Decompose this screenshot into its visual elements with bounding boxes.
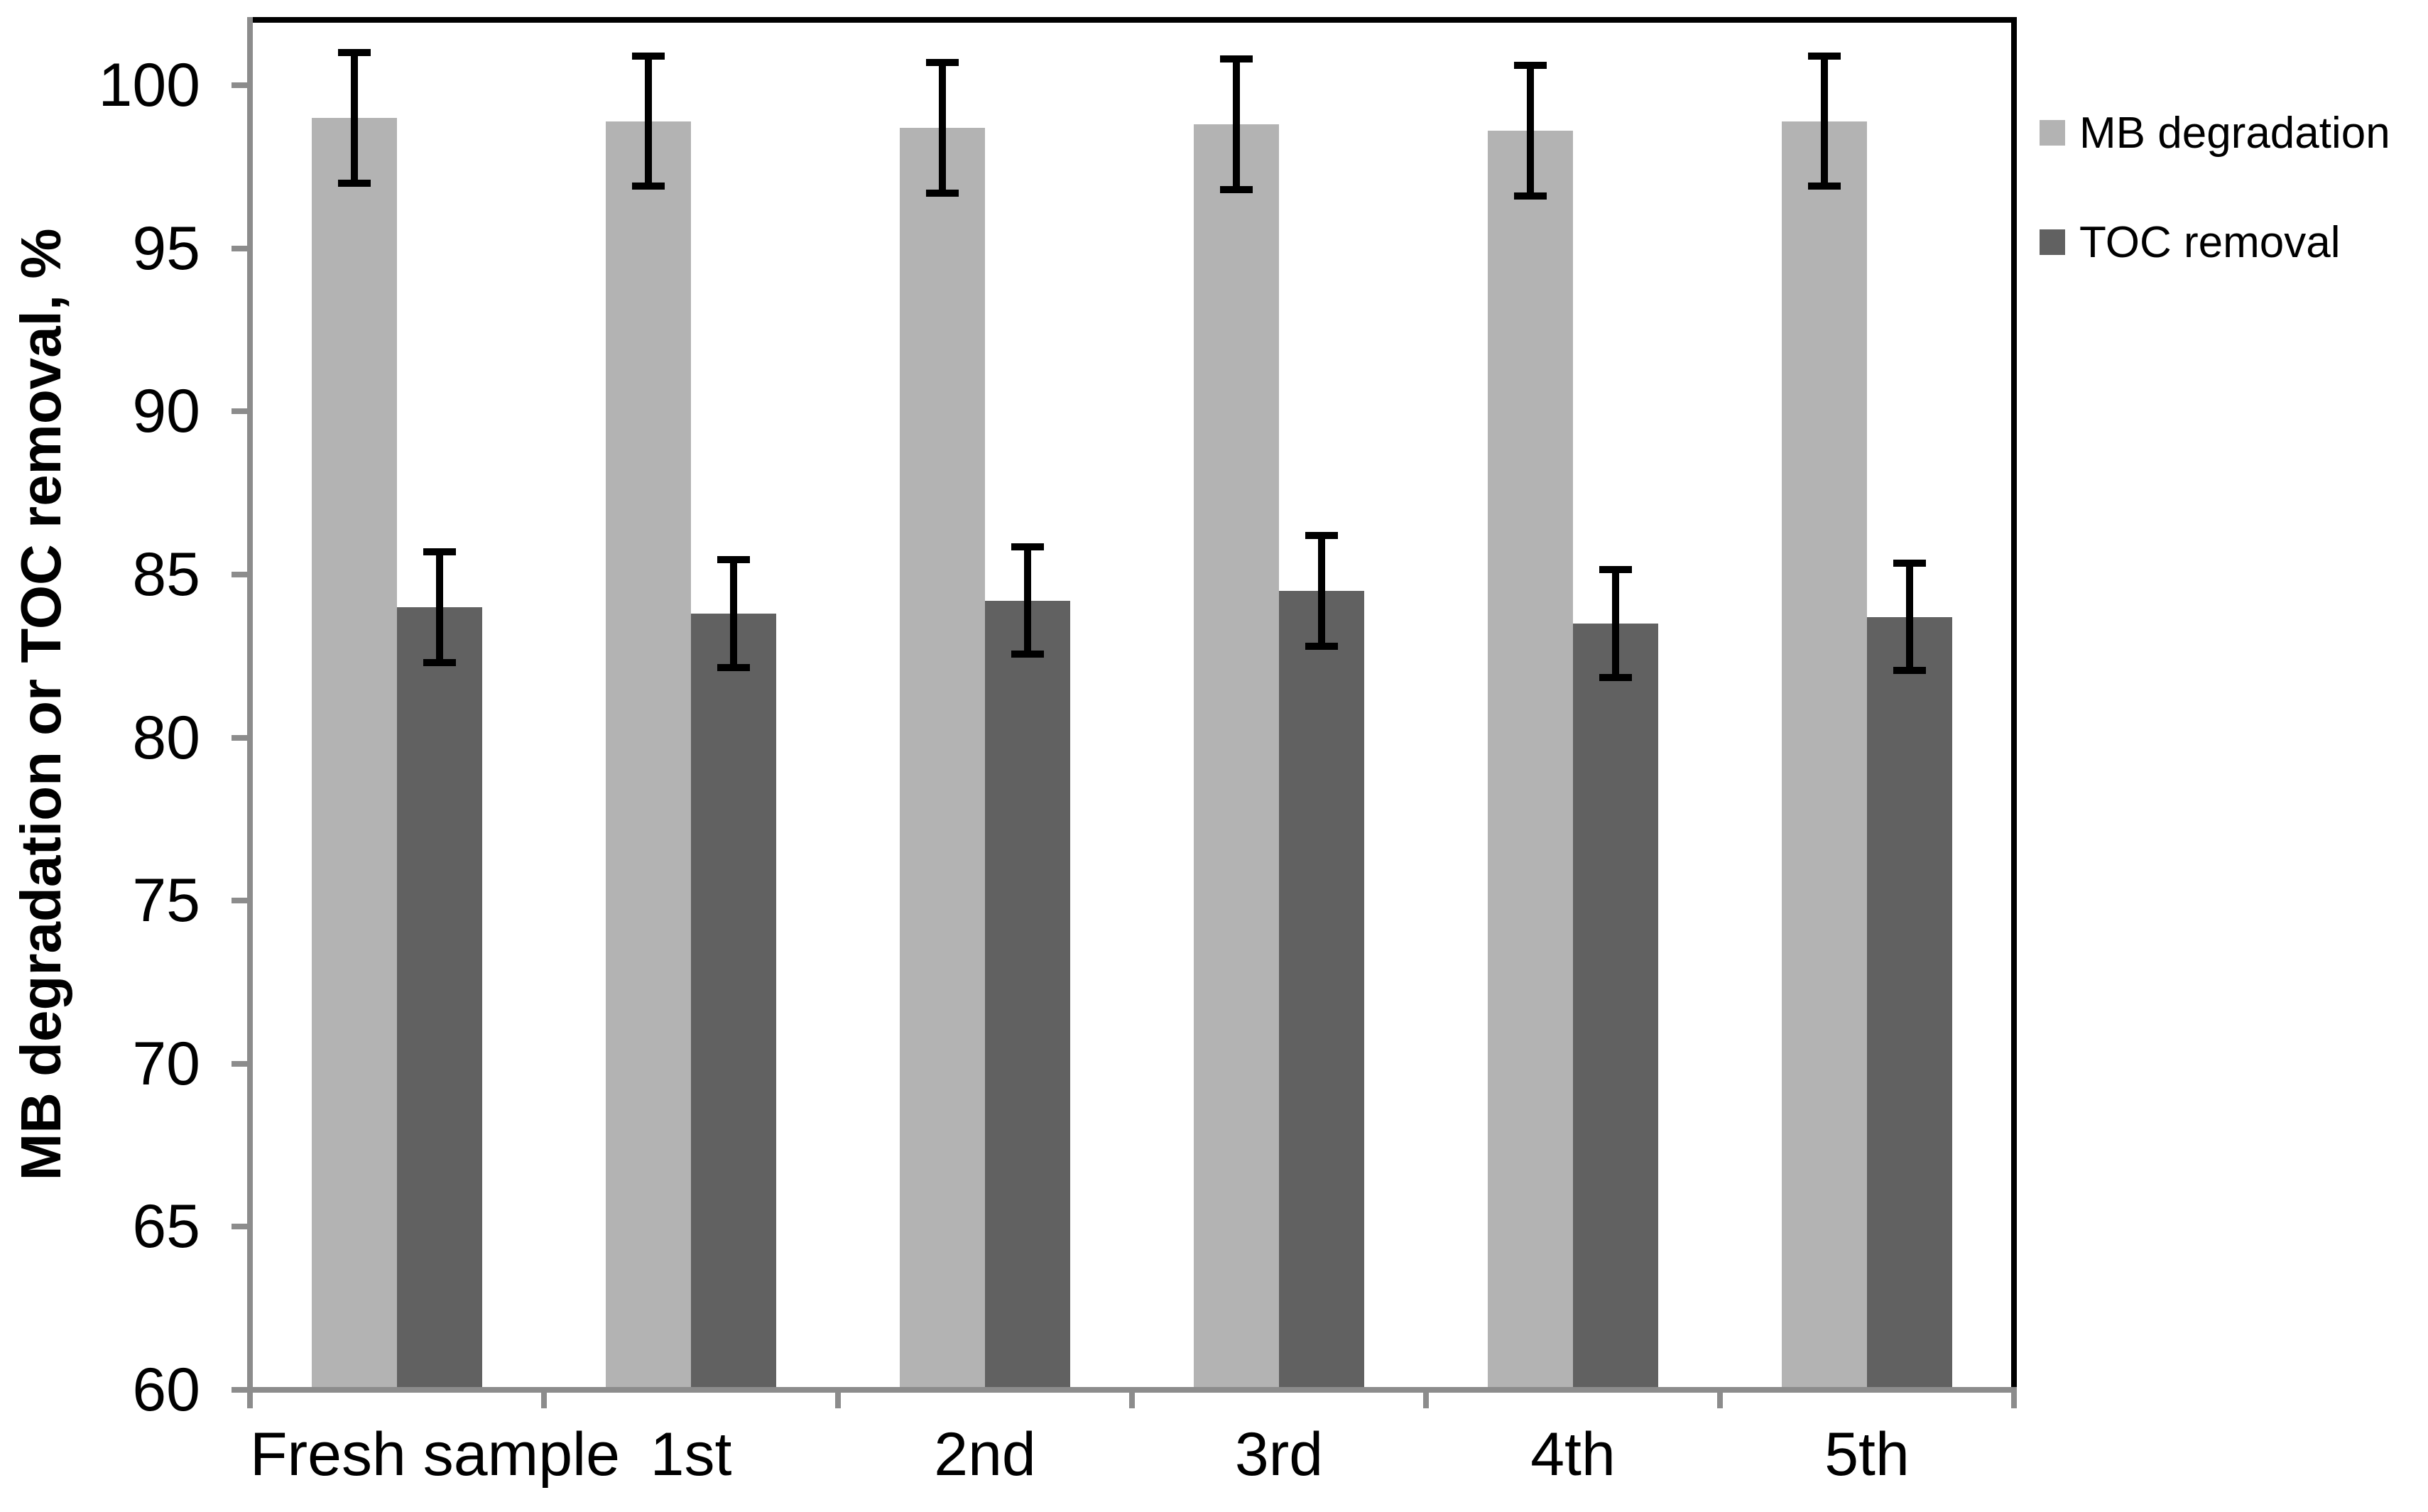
error-bar-cap-bottom-toc-removal-5th xyxy=(1893,667,1926,675)
y-tick-label-60: 60 xyxy=(132,1356,200,1424)
y-tick-label-95: 95 xyxy=(132,214,200,283)
error-bar-mb-degradation-4th xyxy=(1527,65,1534,197)
x-tick-1 xyxy=(541,1390,547,1408)
error-bar-cap-top-toc-removal-4th xyxy=(1599,565,1632,573)
x-tick-3 xyxy=(1129,1390,1135,1408)
bar-toc-removal-5th xyxy=(1867,616,1952,1390)
y-tick-95 xyxy=(232,245,250,251)
error-bar-cap-bottom-toc-removal-2nd xyxy=(1011,651,1044,658)
x-category-label-4th: 4th xyxy=(1530,1420,1616,1489)
error-bar-cap-bottom-mb-degradation-4th xyxy=(1514,192,1547,200)
error-bar-cap-top-mb-degradation-5th xyxy=(1808,52,1841,60)
error-bar-cap-bottom-mb-degradation-3rd xyxy=(1220,185,1253,193)
error-bar-cap-top-toc-removal-3rd xyxy=(1305,531,1338,539)
error-bar-cap-bottom-mb-degradation-1st xyxy=(632,183,665,190)
x-category-label-2nd: 2nd xyxy=(934,1420,1036,1489)
y-tick-label-80: 80 xyxy=(132,703,200,772)
x-tick-0 xyxy=(247,1390,253,1408)
y-tick-80 xyxy=(232,734,250,741)
bar-toc-removal-2nd xyxy=(985,600,1070,1390)
error-bar-mb-degradation-1st xyxy=(645,55,652,187)
bar-toc-removal-1st xyxy=(691,613,776,1390)
error-bar-cap-bottom-mb-degradation-2nd xyxy=(926,189,959,197)
legend-label-toc-removal: TOC removal xyxy=(2079,217,2341,267)
error-bar-toc-removal-fresh-sample xyxy=(436,551,443,663)
error-bar-mb-degradation-3rd xyxy=(1233,59,1240,190)
error-bar-cap-bottom-toc-removal-3rd xyxy=(1305,642,1338,650)
error-bar-toc-removal-4th xyxy=(1612,569,1619,678)
y-tick-65 xyxy=(232,1224,250,1230)
bar-mb-degradation-2nd xyxy=(900,127,985,1390)
y-tick-90 xyxy=(232,408,250,415)
error-bar-cap-top-toc-removal-fresh-sample xyxy=(423,548,456,555)
error-bar-cap-top-mb-degradation-fresh-sample xyxy=(338,49,371,57)
x-category-label-3rd: 3rd xyxy=(1234,1420,1324,1489)
y-tick-75 xyxy=(232,898,250,904)
y-tick-70 xyxy=(232,1060,250,1067)
bar-toc-removal-3rd xyxy=(1279,590,1364,1390)
y-tick-label-70: 70 xyxy=(132,1029,200,1098)
x-tick-6 xyxy=(2011,1390,2017,1408)
y-tick-60 xyxy=(232,1387,250,1393)
error-bar-cap-top-mb-degradation-2nd xyxy=(926,58,959,66)
legend-swatch-mb-degradation xyxy=(2040,120,2065,146)
error-bar-cap-top-toc-removal-2nd xyxy=(1011,543,1044,550)
error-bar-mb-degradation-5th xyxy=(1821,55,1828,187)
error-bar-cap-bottom-mb-degradation-5th xyxy=(1808,183,1841,190)
y-tick-label-100: 100 xyxy=(98,51,201,119)
y-tick-label-65: 65 xyxy=(132,1192,200,1261)
y-tick-label-90: 90 xyxy=(132,377,200,446)
error-bar-cap-bottom-toc-removal-4th xyxy=(1599,673,1632,681)
x-category-label-5th: 5th xyxy=(1824,1420,1910,1489)
bar-toc-removal-fresh-sample xyxy=(397,607,482,1390)
y-tick-85 xyxy=(232,571,250,577)
error-bar-toc-removal-2nd xyxy=(1024,546,1031,655)
error-bar-cap-top-mb-degradation-1st xyxy=(632,52,665,60)
x-tick-4 xyxy=(1423,1390,1429,1408)
y-tick-100 xyxy=(232,82,250,88)
error-bar-cap-top-mb-degradation-4th xyxy=(1514,62,1547,70)
error-bar-mb-degradation-fresh-sample xyxy=(351,53,358,183)
y-tick-label-75: 75 xyxy=(132,866,200,935)
x-tick-2 xyxy=(835,1390,841,1408)
x-category-label-1st: 1st xyxy=(650,1420,732,1489)
bar-mb-degradation-5th xyxy=(1782,121,1867,1390)
x-category-label-fresh-sample: Fresh sample xyxy=(250,1420,620,1489)
error-bar-cap-bottom-mb-degradation-fresh-sample xyxy=(338,179,371,187)
error-bar-cap-top-toc-removal-5th xyxy=(1893,559,1926,567)
y-tick-label-85: 85 xyxy=(132,540,200,609)
y-axis-line xyxy=(247,17,253,1393)
error-bar-cap-top-toc-removal-1st xyxy=(717,556,750,564)
legend-item-toc-removal: TOC removal xyxy=(2040,217,2341,268)
plot-border-right xyxy=(2011,17,2017,1393)
error-bar-toc-removal-1st xyxy=(730,560,737,668)
error-bar-toc-removal-3rd xyxy=(1318,535,1325,646)
error-bar-cap-top-mb-degradation-3rd xyxy=(1220,55,1253,63)
legend-item-mb-degradation: MB degradation xyxy=(2040,107,2390,158)
bar-mb-degradation-4th xyxy=(1488,131,1573,1390)
legend-label-mb-degradation: MB degradation xyxy=(2079,108,2390,158)
plot-border-top xyxy=(247,17,2017,23)
error-bar-cap-bottom-toc-removal-fresh-sample xyxy=(423,658,456,666)
legend-swatch-toc-removal xyxy=(2040,229,2065,255)
bar-mb-degradation-fresh-sample xyxy=(312,117,397,1390)
error-bar-mb-degradation-2nd xyxy=(939,62,946,193)
bar-mb-degradation-3rd xyxy=(1194,124,1279,1390)
error-bar-cap-bottom-toc-removal-1st xyxy=(717,663,750,671)
error-bar-toc-removal-5th xyxy=(1906,562,1913,671)
bar-toc-removal-4th xyxy=(1573,623,1658,1390)
bar-mb-degradation-1st xyxy=(606,121,691,1390)
x-tick-5 xyxy=(1717,1390,1723,1408)
